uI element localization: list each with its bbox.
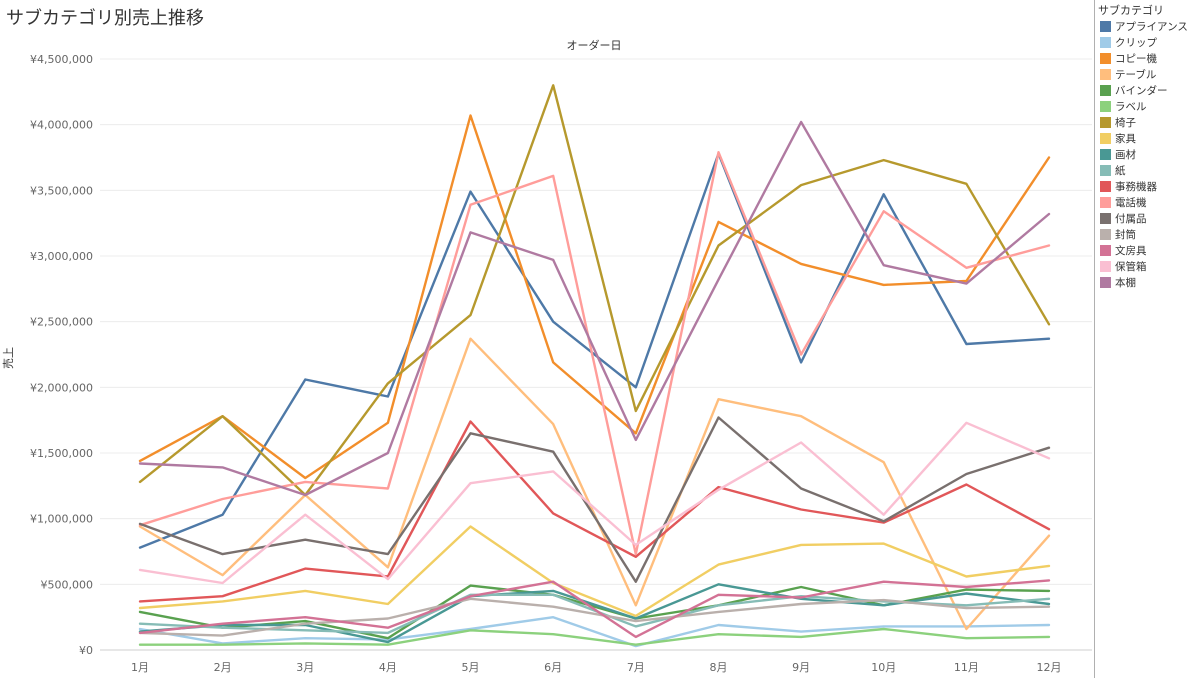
legend-label: 本棚 — [1115, 276, 1136, 289]
legend-swatch — [1100, 164, 1111, 176]
grid-lines — [100, 58, 1092, 651]
legend-label: コピー機 — [1115, 52, 1157, 65]
x-axis-ticks: 1月 2月 3月 4月 5月 6月 7月 8月 9月 10月 11月 12月 — [131, 661, 1062, 674]
legend-item[interactable]: 封筒 — [1100, 226, 1188, 242]
legend-swatch — [1100, 132, 1111, 144]
legend-item[interactable]: 保管箱 — [1100, 258, 1188, 274]
x-tick-label: 8月 — [709, 661, 727, 674]
legend-label: 椅子 — [1115, 116, 1136, 129]
x-tick-label: 12月 — [1037, 661, 1062, 674]
legend-item[interactable]: アプライアンス — [1100, 18, 1188, 34]
legend-item[interactable]: 事務機器 — [1100, 178, 1188, 194]
y-tick-label: ¥1,500,000 — [30, 447, 93, 460]
legend-item[interactable]: 電話機 — [1100, 194, 1188, 210]
chart-title: サブカテゴリ別売上推移 — [6, 8, 204, 29]
x-tick-label: 9月 — [792, 661, 810, 674]
legend-label: 紙 — [1115, 164, 1126, 177]
x-tick-label: 2月 — [214, 661, 232, 674]
y-tick-label: ¥3,500,000 — [30, 184, 93, 197]
series-line-コピー機 — [138, 114, 1051, 480]
legend-swatch — [1100, 100, 1111, 112]
series-line-事務機器 — [138, 420, 1051, 603]
series-line-クリップ — [138, 616, 1051, 648]
series-line-電話機 — [138, 150, 1051, 556]
legend-items: アプライアンス クリップコピー機テーブルバインダーラベル椅子家具画材紙事務機器電話… — [1100, 18, 1188, 290]
legend-swatch — [1100, 228, 1111, 240]
legend-label: 家具 — [1115, 132, 1136, 145]
legend-swatch — [1100, 20, 1111, 32]
series-line-保管箱 — [138, 421, 1051, 585]
legend: サブカテゴリ アプライアンス クリップコピー機テーブルバインダーラベル椅子家具画材… — [1094, 0, 1200, 678]
legend-swatch — [1100, 260, 1111, 272]
legend-label: 保管箱 — [1115, 260, 1147, 273]
legend-item[interactable]: 本棚 — [1100, 274, 1188, 290]
x-axis-label: オーダー日 — [567, 38, 622, 52]
y-tick-label: ¥0 — [79, 644, 93, 657]
legend-label: ラベル — [1115, 100, 1147, 113]
legend-label: 文房具 — [1115, 244, 1147, 257]
legend-item[interactable]: 文房具 — [1100, 242, 1188, 258]
legend-label: 電話機 — [1115, 196, 1147, 209]
x-tick-label: 10月 — [871, 661, 896, 674]
legend-item[interactable]: 家具 — [1100, 130, 1188, 146]
y-tick-label: ¥2,500,000 — [30, 316, 93, 329]
series-line-封筒 — [138, 597, 1051, 637]
series-line-付属品 — [138, 416, 1051, 583]
legend-label: 事務機器 — [1115, 180, 1157, 193]
legend-label: 付属品 — [1115, 212, 1147, 225]
legend-item[interactable]: ラベル — [1100, 98, 1188, 114]
y-axis-label: 売上 — [2, 347, 15, 369]
legend-item[interactable]: バインダー — [1100, 82, 1188, 98]
legend-swatch — [1100, 196, 1111, 208]
x-tick-label: 4月 — [379, 661, 397, 674]
y-tick-label: ¥500,000 — [41, 578, 94, 591]
y-tick-label: ¥4,500,000 — [30, 53, 93, 66]
series-line-椅子 — [138, 84, 1051, 497]
legend-swatch — [1100, 84, 1111, 96]
legend-swatch — [1100, 148, 1111, 160]
x-tick-label: 7月 — [627, 661, 645, 674]
y-axis-ticks: ¥0 ¥500,000 ¥1,000,000 ¥1,500,000 ¥2,000,000… — [30, 53, 93, 657]
series-line-家具 — [138, 525, 1051, 618]
legend-label: バインダー — [1115, 84, 1168, 97]
legend-item[interactable]: コピー機 — [1100, 50, 1188, 66]
y-tick-label: ¥3,000,000 — [30, 250, 93, 263]
legend-title: サブカテゴリ — [1098, 4, 1164, 17]
series-line-ラベル — [138, 627, 1051, 646]
legend-swatch — [1100, 68, 1111, 80]
series-line-本棚 — [138, 120, 1051, 497]
legend-swatch — [1100, 212, 1111, 224]
legend-label: クリップ — [1115, 36, 1157, 49]
x-tick-label: 5月 — [462, 661, 480, 674]
legend-label: アプライアンス — [1115, 20, 1188, 33]
legend-swatch — [1100, 36, 1111, 48]
legend-swatch — [1100, 116, 1111, 128]
legend-item[interactable]: テーブル — [1100, 66, 1188, 82]
x-tick-label: 3月 — [296, 661, 314, 674]
legend-swatch — [1100, 180, 1111, 192]
series-lines — [138, 84, 1051, 648]
legend-item[interactable]: クリップ — [1100, 34, 1188, 50]
y-tick-label: ¥2,000,000 — [30, 381, 93, 394]
legend-swatch — [1100, 276, 1111, 288]
x-tick-label: 1月 — [131, 661, 149, 674]
x-tick-label: 11月 — [954, 661, 979, 674]
legend-item[interactable]: 画材 — [1100, 146, 1188, 162]
x-tick-label: 6月 — [544, 661, 562, 674]
y-tick-label: ¥4,000,000 — [30, 119, 93, 132]
line-chart: ¥0 ¥500,000 ¥1,000,000 ¥1,500,000 ¥2,000,000… — [2, 38, 1092, 674]
legend-swatch — [1100, 52, 1111, 64]
legend-label: 画材 — [1115, 148, 1136, 161]
legend-label: 封筒 — [1115, 228, 1136, 241]
legend-item[interactable]: 付属品 — [1100, 210, 1188, 226]
series-line-アプライアンス — [138, 152, 1051, 549]
legend-item[interactable]: 紙 — [1100, 162, 1188, 178]
legend-label: テーブル — [1115, 68, 1157, 81]
y-tick-label: ¥1,000,000 — [30, 513, 93, 526]
series-line-文房具 — [138, 579, 1051, 639]
legend-item[interactable]: 椅子 — [1100, 114, 1188, 130]
legend-swatch — [1100, 244, 1111, 256]
